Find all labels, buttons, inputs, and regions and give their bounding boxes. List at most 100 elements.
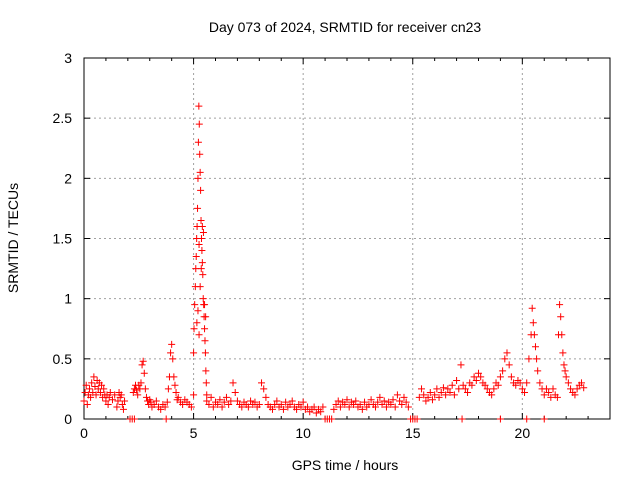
data-point <box>100 385 108 393</box>
data-point <box>195 241 203 249</box>
data-point <box>82 381 90 389</box>
data-point <box>382 403 390 411</box>
data-point <box>288 397 296 405</box>
data-point <box>334 397 342 405</box>
data-point <box>396 397 404 405</box>
data-point <box>481 381 489 389</box>
data-point <box>453 376 461 384</box>
x-tick-label: 20 <box>515 425 531 441</box>
data-point <box>113 403 121 411</box>
y-tick-label: 0 <box>64 411 72 427</box>
data-point <box>374 398 382 406</box>
x-axis-label: GPS time / hours <box>292 457 399 473</box>
data-point <box>202 367 210 375</box>
data-point <box>391 403 399 411</box>
data-point <box>557 313 565 321</box>
grid <box>84 58 610 419</box>
data-point <box>505 361 513 369</box>
data-point <box>578 379 586 387</box>
data-point <box>571 391 579 399</box>
data-point <box>564 379 572 387</box>
y-axis-label: SRMTID / TECUs <box>5 183 21 293</box>
data-point <box>562 373 570 381</box>
data-point <box>558 331 566 339</box>
data-point <box>196 150 204 158</box>
data-point <box>488 391 496 399</box>
data-point <box>446 389 454 397</box>
data-point <box>199 271 207 279</box>
data-point <box>442 391 450 399</box>
data-point <box>193 319 201 327</box>
data-point <box>171 381 179 389</box>
data-point <box>501 355 509 363</box>
data-point <box>556 301 564 309</box>
data-point <box>531 343 539 351</box>
data-point <box>428 396 436 404</box>
data-point <box>367 396 375 404</box>
data-point <box>190 349 198 357</box>
y-tick-label: 0.5 <box>53 351 73 367</box>
data-point <box>361 398 369 406</box>
data-point <box>179 401 187 409</box>
data-point <box>169 355 177 363</box>
data-point <box>161 403 169 411</box>
data-point <box>201 325 209 333</box>
data-point <box>273 397 281 405</box>
data-point <box>199 228 207 236</box>
data-point <box>247 397 255 405</box>
data-point <box>96 389 104 397</box>
data-point <box>163 398 171 406</box>
data-point <box>277 401 285 409</box>
data-point <box>422 397 430 405</box>
data-point <box>542 385 550 393</box>
data-point <box>194 307 202 315</box>
data-point <box>106 389 114 397</box>
data-point <box>518 385 526 393</box>
data-point <box>88 379 96 387</box>
data-point <box>475 369 482 377</box>
data-point <box>435 393 443 401</box>
data-point <box>341 401 349 409</box>
data-point <box>420 391 428 399</box>
data-point <box>202 379 210 387</box>
data-point <box>523 415 531 423</box>
data-point <box>80 397 88 405</box>
data-point <box>191 301 199 309</box>
data-point <box>117 391 125 399</box>
data-point <box>220 398 228 406</box>
data-point <box>459 381 467 389</box>
data-point <box>400 393 408 401</box>
data-point <box>195 331 203 339</box>
data-point <box>205 401 213 409</box>
data-point <box>378 401 386 409</box>
data-point <box>496 373 504 381</box>
data-point <box>201 301 209 309</box>
data-point <box>352 397 360 405</box>
data-point <box>533 355 541 363</box>
data-point <box>477 373 485 381</box>
data-point <box>376 393 384 401</box>
data-point <box>433 385 441 393</box>
data-point <box>389 396 397 404</box>
data-point <box>299 398 307 406</box>
data-point <box>470 373 478 381</box>
data-point <box>286 401 294 409</box>
data-point <box>140 369 148 377</box>
data-point <box>197 186 205 194</box>
data-point <box>157 405 165 413</box>
data-point <box>439 384 447 392</box>
data-point <box>114 397 122 405</box>
data-point <box>198 247 206 255</box>
data-point <box>545 389 553 397</box>
data-point <box>262 393 270 401</box>
data-point <box>343 396 351 404</box>
data-point <box>521 389 529 397</box>
data-point <box>330 405 338 413</box>
data-point <box>559 349 567 357</box>
data-point <box>279 405 287 413</box>
data-point <box>190 391 198 399</box>
x-axis: 0 5 10 15 20 <box>80 58 589 441</box>
data-point <box>203 397 211 405</box>
data-point <box>194 174 202 182</box>
data-point <box>398 401 406 409</box>
